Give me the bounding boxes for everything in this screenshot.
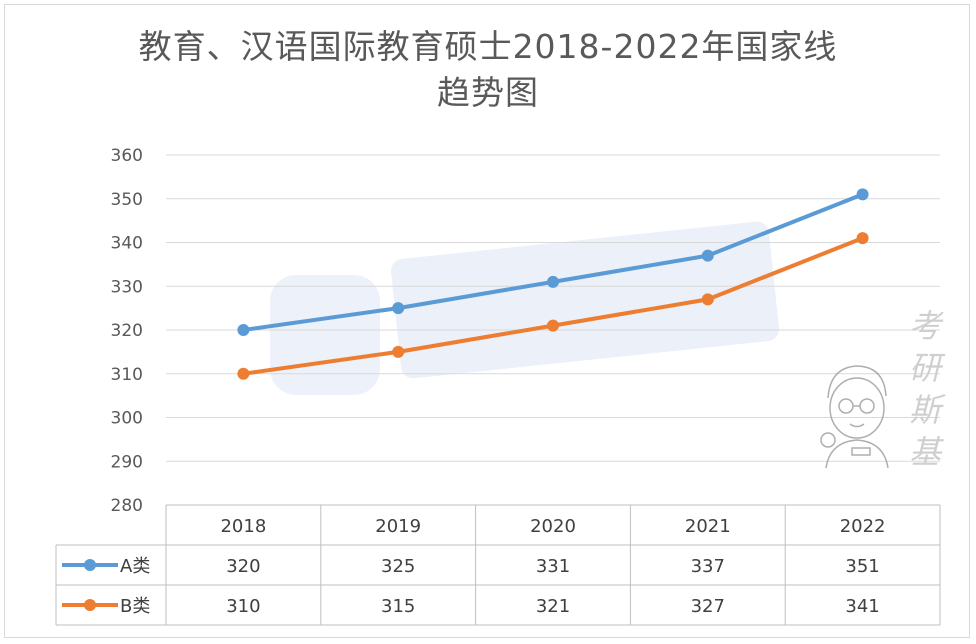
- table-cell-s1-2018: 320: [226, 556, 260, 577]
- y-tick-330: 330: [111, 277, 143, 297]
- table-cell-s2-2021: 327: [691, 596, 725, 617]
- watermark-side-text: 考 研 斯 基: [900, 305, 950, 473]
- data-point-s1-2020: [547, 275, 559, 288]
- table-header-2022: 2022: [840, 516, 886, 537]
- mascot-glasses-right: [859, 398, 875, 414]
- chart-title-line1: 教育、汉语国际教育硕士2018-2022年国家线: [138, 27, 838, 66]
- table-cell-s1-2021: 337: [691, 556, 725, 577]
- mascot-face: [829, 377, 885, 439]
- mascot-icon: [820, 365, 889, 469]
- legend-label-2: B类: [120, 596, 150, 617]
- y-tick-350: 350: [111, 190, 143, 210]
- table-cell-s1-2020: 331: [536, 556, 570, 577]
- table-cell-s1-2022: 351: [845, 556, 879, 577]
- y-tick-360: 360: [111, 146, 143, 166]
- mascot-hand: [820, 432, 836, 448]
- legend-label-1: A类: [120, 556, 150, 577]
- mascot-body: [825, 439, 889, 469]
- y-tick-290: 290: [111, 452, 143, 472]
- table-header-2018: 2018: [220, 516, 266, 537]
- data-table: 2018 2019 2020 2021 2022 A类 320 325 331 337 351 B类 3…: [55, 504, 941, 626]
- mascot-hair: [827, 365, 887, 399]
- legend-marker-1: [84, 559, 96, 571]
- table-cell-s1-2019: 325: [381, 556, 415, 577]
- y-axis-ticks: 280 290 300 310 320 330 340 350 360: [111, 146, 143, 516]
- table-header-2020: 2020: [530, 516, 576, 537]
- watermark-logo-badge: [270, 275, 380, 395]
- chart-frame: [4, 4, 970, 638]
- data-point-s1-2022: [856, 188, 869, 201]
- series-group: [237, 188, 869, 380]
- legend-marker-2: [84, 599, 96, 611]
- data-point-s1-2018: [237, 324, 250, 336]
- table-cell-s2-2019: 315: [381, 596, 415, 617]
- data-point-s2-2022: [856, 232, 869, 245]
- watermark-char-3: 斯: [908, 391, 941, 429]
- y-tick-320: 320: [111, 321, 143, 341]
- table-cell-s2-2018: 310: [226, 596, 260, 617]
- mascot-glasses-left: [838, 398, 854, 414]
- y-tick-310: 310: [111, 365, 143, 385]
- y-tick-340: 340: [111, 234, 143, 254]
- watermark-char-2: 研: [908, 349, 941, 387]
- watermark-logo: [270, 221, 780, 395]
- data-point-s2-2018: [237, 367, 250, 380]
- data-point-s2-2020: [547, 319, 559, 332]
- table-cell-s2-2020: 321: [536, 596, 570, 617]
- chart-title-line2: 趋势图: [437, 73, 539, 112]
- y-tick-280: 280: [111, 496, 143, 516]
- table-cell-s2-2022: 341: [845, 596, 879, 617]
- data-point-s1-2019: [392, 302, 405, 315]
- table-header-2021: 2021: [685, 516, 731, 537]
- data-point-s2-2021: [701, 293, 714, 306]
- mascot-badge: [851, 447, 871, 456]
- data-point-s2-2019: [392, 345, 405, 358]
- watermark-char-4: 基: [908, 433, 941, 471]
- table-header-2019: 2019: [375, 516, 421, 537]
- data-point-s1-2021: [701, 249, 714, 262]
- chart-title: 教育、汉语国际教育硕士2018-2022年国家线 趋势图: [0, 24, 976, 116]
- mascot-mouth: [849, 423, 865, 428]
- watermark-char-1: 考: [908, 307, 941, 345]
- y-tick-300: 300: [111, 409, 143, 429]
